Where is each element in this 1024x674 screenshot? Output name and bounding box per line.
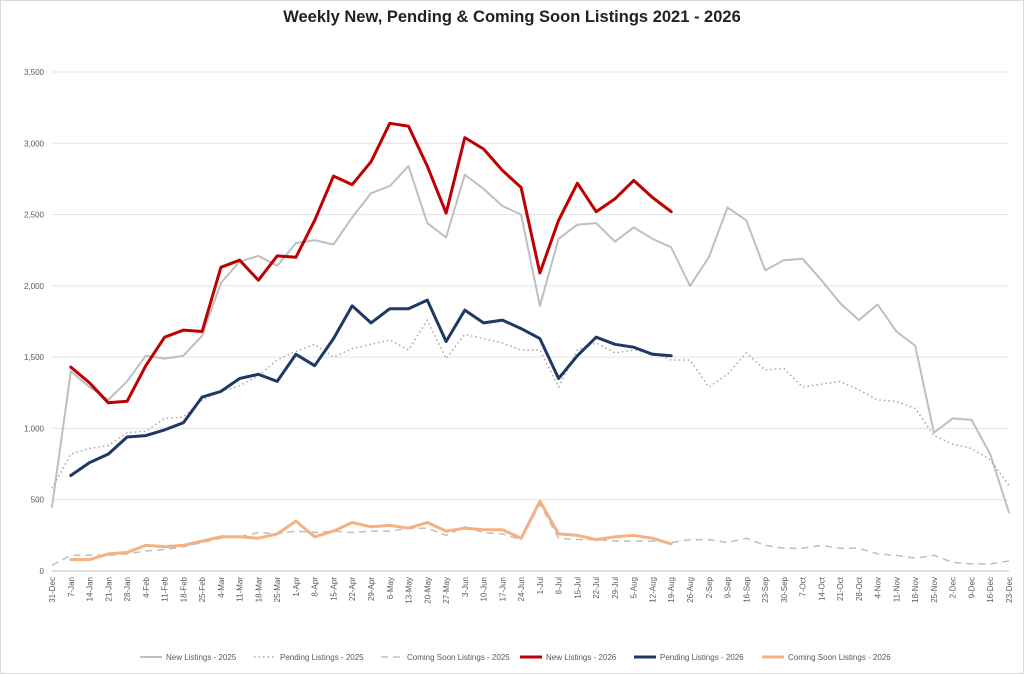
x-tick-label: 16-Sep [742,576,751,602]
series-line-6 [69,499,673,562]
x-tick-label: 9-Dec [967,577,976,598]
legend-label: Coming Soon Listings - 2025 [407,653,510,662]
x-tick-label: 27-May [442,577,451,604]
x-tick-label: 26-Aug [686,577,695,603]
x-tick-label: 2-Sep [705,576,714,598]
legend-label: New Listings - 2025 [166,653,237,662]
y-tick-label: 2,500 [24,211,45,220]
x-tick-label: 3-Jun [461,577,470,597]
legend-label: New Listings - 2026 [546,653,617,662]
x-tick-label: 17-Jun [498,577,507,601]
x-tick-label: 15-Apr [329,577,338,601]
y-tick-label: 1,500 [24,353,45,362]
series-line-4 [69,121,673,405]
x-tick-label: 6-May [386,577,395,599]
legend-label: Pending Listings - 2026 [660,653,744,662]
x-tick-label: 4-Feb [142,576,151,597]
x-tick-label: 2-Dec [949,577,958,598]
x-tick-label: 29-Apr [367,577,376,601]
x-tick-label: 13-May [405,577,414,604]
x-tick-label: 4-Nov [874,577,883,598]
x-tick-label: 11-Feb [161,576,170,601]
x-tick-label: 21-Oct [836,576,845,601]
x-tick-label: 20-May [423,577,432,604]
series-lines [51,121,1010,566]
gridlines [52,71,1009,572]
x-tick-label: 25-Mar [273,577,282,603]
x-tick-label: 8-Jul [555,577,564,595]
chart-title: Weekly New, Pending & Coming Soon Listin… [283,8,741,26]
x-tick-label: 30-Sep [780,576,789,602]
x-tick-label: 22-Jul [592,577,601,599]
series-line-1 [51,165,1010,514]
y-axis-ticks: 0 500 1,000 1,500 2,000 2,500 3,000 3,500 [24,68,45,576]
x-tick-label: 23-Sep [761,576,770,602]
y-tick-label: 3,000 [24,139,45,148]
x-tick-label: 28-Oct [855,576,864,601]
y-tick-label: 2,000 [24,282,45,291]
x-tick-label: 22-Apr [348,577,357,601]
x-tick-label: 23-Dec [1005,577,1014,603]
x-tick-label: 19-Aug [667,577,676,603]
x-tick-label: 14-Oct [817,576,826,601]
x-tick-label: 18-Mar [254,577,263,603]
legend-label: Pending Listings - 2025 [280,653,364,662]
x-tick-label: 25-Feb [198,576,207,602]
x-tick-label: 18-Feb [179,576,188,602]
legend-label: Coming Soon Listings - 2026 [788,653,891,662]
series-line-3 [51,503,1010,566]
x-tick-label: 14-Jan [86,577,95,601]
x-tick-label: 18-Nov [911,577,920,603]
x-tick-label: 12-Aug [648,577,657,603]
x-tick-label: 11-Nov [892,577,901,602]
x-tick-label: 29-Jul [611,577,620,599]
y-tick-label: 0 [40,567,45,576]
x-tick-label: 15-Jul [573,577,582,599]
x-tick-label: 24-Jun [517,577,526,601]
series-line-5 [69,298,673,477]
x-tick-label: 7-Oct [799,576,808,596]
x-tick-label: 4-Mar [217,577,226,598]
x-tick-label: 9-Sep [724,576,733,598]
x-tick-label: 16-Dec [986,577,995,603]
x-axis-ticks: 31-Dec 7-Jan 14-Jan 21-Jan 28-Jan 4-Feb 11-Feb… [48,576,1014,603]
x-tick-label: 5-Aug [630,577,639,598]
x-tick-label: 7-Jan [67,577,76,597]
x-tick-label: 8-Apr [311,577,320,597]
legend: New Listings - 2025 Pending Listings - 20… [140,653,891,662]
y-tick-label: 500 [31,496,45,505]
y-tick-label: 1,000 [24,424,45,433]
x-tick-label: 25-Nov [930,577,939,603]
x-tick-label: 28-Jan [123,577,132,601]
x-tick-label: 1-Jul [536,577,545,595]
x-tick-label: 11-Mar [236,577,245,602]
x-tick-label: 31-Dec [48,577,57,603]
x-tick-label: 1-Apr [292,577,301,597]
x-tick-label: 10-Jun [480,577,489,601]
x-tick-label: 21-Jan [104,577,113,601]
y-tick-label: 3,500 [24,68,45,77]
